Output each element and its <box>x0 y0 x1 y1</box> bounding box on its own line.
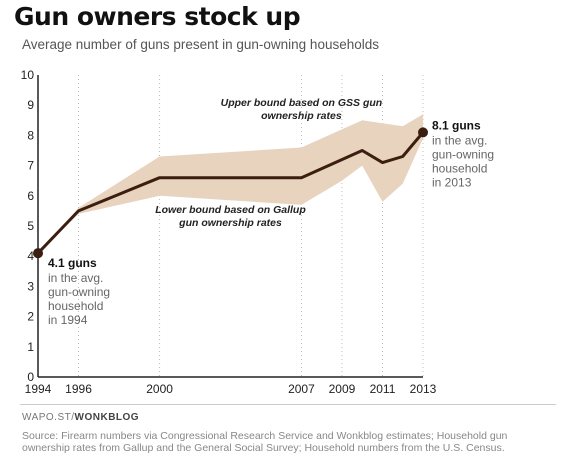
axes: 1994 1996 2000 2007 2009 2011 2013 0 1 2 3 4 5 6 7 8 9 10 <box>21 68 437 396</box>
chart-subtitle: Average number of guns present in gun-ow… <box>22 37 379 52</box>
end-point <box>418 127 428 138</box>
lower-bound-note: Lower bound based on Gallup <box>155 204 306 216</box>
source-note: Source: Firearm numbers via Congressiona… <box>22 430 508 454</box>
y-tick-label-4: 4 <box>27 249 34 263</box>
x-tick-label-1996: 1996 <box>65 382 92 396</box>
x-tick-label-2011: 2011 <box>370 382 396 396</box>
x-tick-label-2013: 2013 <box>410 382 437 396</box>
x-tick-label-2009: 2009 <box>329 382 356 396</box>
start-label-line: in 1994 <box>48 313 88 327</box>
x-tick-label-2007: 2007 <box>288 382 315 396</box>
x-tick-label-1994: 1994 <box>25 382 52 396</box>
start-label-line: household <box>48 299 103 313</box>
y-tick-label-7: 7 <box>27 159 34 173</box>
end-label-line: gun-owning <box>432 147 494 161</box>
y-tick-label-9: 9 <box>27 98 34 112</box>
y-tick-label-10: 10 <box>21 68 35 82</box>
x-tick-label-2000: 2000 <box>146 382 173 396</box>
y-tick-label-1: 1 <box>27 340 34 354</box>
y-tick-label-5: 5 <box>27 219 34 233</box>
end-label-line: household <box>432 161 487 175</box>
start-point <box>33 248 43 259</box>
start-label-line: gun-owning <box>48 285 110 299</box>
end-label-line: in the avg. <box>432 133 487 147</box>
credit-brand: WONKBLOG <box>74 412 140 423</box>
line-chart: 1994 1996 2000 2007 2009 2011 2013 0 1 2 3 4 5 6 7 8 9 10… <box>21 68 494 396</box>
y-tick-label-6: 6 <box>27 189 34 203</box>
credit-prefix: WAPO.ST/ <box>22 412 75 423</box>
upper-bound-note: ownership rates <box>261 110 342 122</box>
footer-divider <box>20 404 556 405</box>
confidence-band <box>38 114 423 254</box>
upper-bound-note: Upper bound based on GSS gun <box>221 97 383 109</box>
start-value-label: 4.1 guns <box>48 256 97 270</box>
series-line <box>36 130 425 255</box>
series-line-layer <box>33 127 428 259</box>
y-tick-label-0: 0 <box>27 370 34 384</box>
y-tick-label-3: 3 <box>27 279 34 293</box>
y-tick-label-2: 2 <box>27 310 34 324</box>
credit-line: WAPO.ST/WONKBLOG <box>22 412 139 423</box>
lower-bound-note: gun ownership rates <box>178 217 282 229</box>
start-label-line: in the avg. <box>48 271 103 285</box>
confidence-band-layer <box>38 114 423 254</box>
end-label-line: in 2013 <box>432 175 472 189</box>
chart-title: Gun owners stock up <box>14 2 301 31</box>
y-tick-label-8: 8 <box>27 128 34 142</box>
end-value-label: 8.1 guns <box>432 118 481 132</box>
